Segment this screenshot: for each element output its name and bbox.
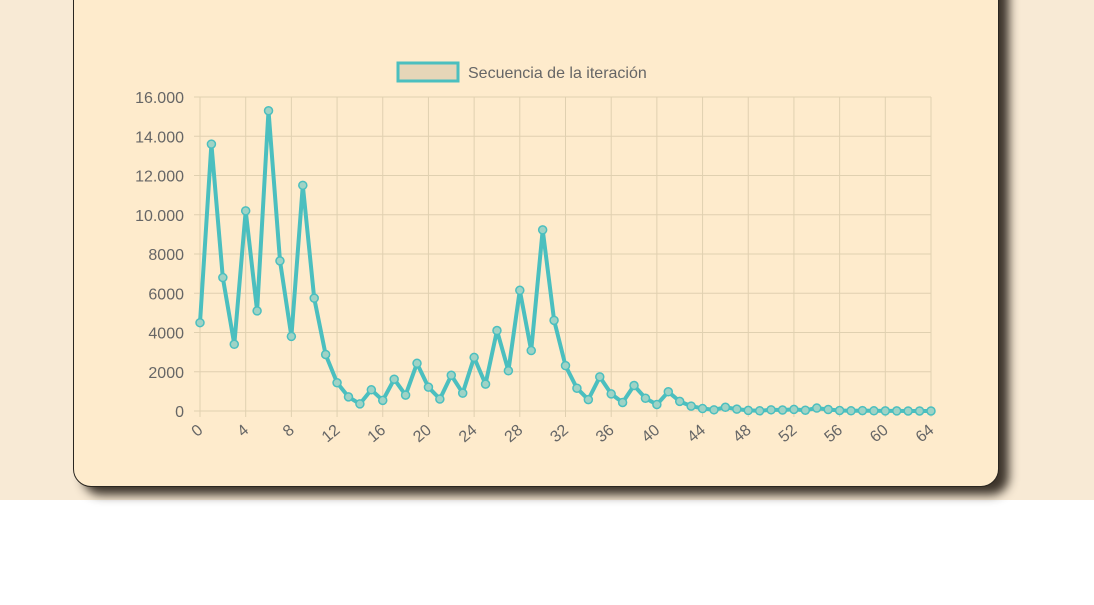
- x-tick-label: 40: [639, 422, 664, 447]
- data-point: [583, 394, 594, 405]
- data-point: [800, 405, 811, 415]
- data-point: [389, 374, 399, 384]
- data-point: [914, 406, 925, 416]
- x-tick-label: 12: [319, 422, 344, 447]
- data-point: [343, 392, 354, 402]
- y-tick-label: 16.000: [135, 90, 184, 107]
- data-point: [378, 395, 388, 406]
- data-point: [720, 402, 731, 413]
- data-point: [332, 377, 342, 388]
- data-point: [777, 405, 788, 415]
- data-point: [549, 315, 559, 326]
- x-tick-label: 4: [234, 422, 252, 441]
- data-point: [732, 404, 742, 414]
- data-point: [263, 105, 274, 116]
- data-point: [218, 272, 228, 283]
- data-point: [640, 393, 651, 403]
- data-point: [686, 401, 696, 411]
- data-point: [206, 139, 217, 149]
- y-tick-label: 8000: [148, 247, 184, 264]
- data-point: [926, 406, 936, 416]
- data-point: [652, 399, 662, 410]
- data-point: [400, 390, 411, 400]
- data-point: [617, 397, 628, 408]
- x-tick-label: 52: [776, 422, 801, 447]
- data-point: [469, 352, 479, 363]
- data-point: [229, 339, 240, 350]
- x-tick-label: 24: [456, 422, 481, 447]
- data-point: [674, 396, 685, 407]
- y-tick-label: 12.000: [135, 169, 184, 186]
- data-point: [629, 380, 639, 391]
- y-tick-label: 10.000: [135, 208, 184, 225]
- data-point: [789, 404, 799, 415]
- line-chart: 0 2000 4000 6000 8000 10.000 12.000 14.000 16.00…: [135, 61, 938, 447]
- data-point: [812, 403, 822, 413]
- data-point: [320, 349, 331, 360]
- x-tick-label: 64: [913, 422, 938, 447]
- legend-swatch: [396, 61, 460, 83]
- y-tick-label: 4000: [148, 326, 184, 343]
- data-point: [503, 366, 514, 376]
- x-tick-label: 48: [730, 422, 755, 447]
- data-point: [560, 360, 571, 371]
- data-point: [606, 389, 616, 399]
- data-point: [240, 206, 251, 216]
- data-point: [823, 404, 833, 415]
- data-point: [252, 306, 262, 316]
- data-point: [766, 405, 776, 415]
- x-tick-label: 20: [410, 422, 435, 447]
- x-tick-label: 28: [502, 422, 527, 447]
- data-point: [846, 406, 856, 416]
- data-point: [743, 405, 753, 416]
- data-point: [286, 331, 297, 342]
- y-tick-label: 0: [175, 404, 184, 421]
- data-point: [435, 394, 445, 404]
- y-tick-label: 14.000: [135, 129, 184, 146]
- y-tick-label: 2000: [148, 365, 184, 382]
- data-point: [891, 406, 902, 416]
- data-point: [492, 325, 502, 336]
- data-point: [457, 388, 468, 398]
- x-tick-label: 8: [280, 422, 298, 441]
- data-point: [298, 180, 308, 191]
- data-point: [834, 405, 845, 416]
- data-point: [537, 225, 548, 235]
- y-tick-label: 6000: [148, 286, 184, 303]
- data-point: [309, 293, 319, 303]
- data-point: [446, 370, 457, 381]
- data-point: [903, 406, 913, 416]
- data-point: [754, 406, 765, 416]
- data-point: [709, 405, 719, 415]
- data-point: [366, 385, 377, 395]
- x-tick-label: 56: [821, 422, 846, 447]
- data-point: [663, 387, 674, 397]
- x-tick-label: 44: [684, 422, 709, 447]
- data-point: [423, 382, 434, 392]
- x-tick-label: 16: [365, 422, 390, 447]
- x-tick-label: 60: [867, 422, 892, 447]
- data-point: [869, 406, 879, 416]
- data-point: [355, 399, 365, 409]
- data-point: [275, 256, 285, 266]
- data-point: [697, 403, 708, 414]
- data-point: [526, 345, 536, 356]
- data-point: [515, 285, 525, 296]
- data-point: [880, 406, 891, 416]
- data-point: [857, 405, 868, 416]
- data-point: [572, 383, 582, 393]
- x-tick-label: 0: [189, 422, 207, 441]
- x-tick-label: 32: [547, 422, 572, 447]
- chart-card: 0 2000 4000 6000 8000 10.000 12.000 14.000 16.00…: [73, 0, 999, 487]
- legend-label: Secuencia de la iteración: [468, 65, 647, 82]
- x-tick-label: 36: [593, 422, 618, 447]
- data-point: [195, 317, 205, 328]
- data-point: [595, 372, 605, 382]
- data-point: [480, 379, 491, 389]
- data-point: [412, 358, 422, 369]
